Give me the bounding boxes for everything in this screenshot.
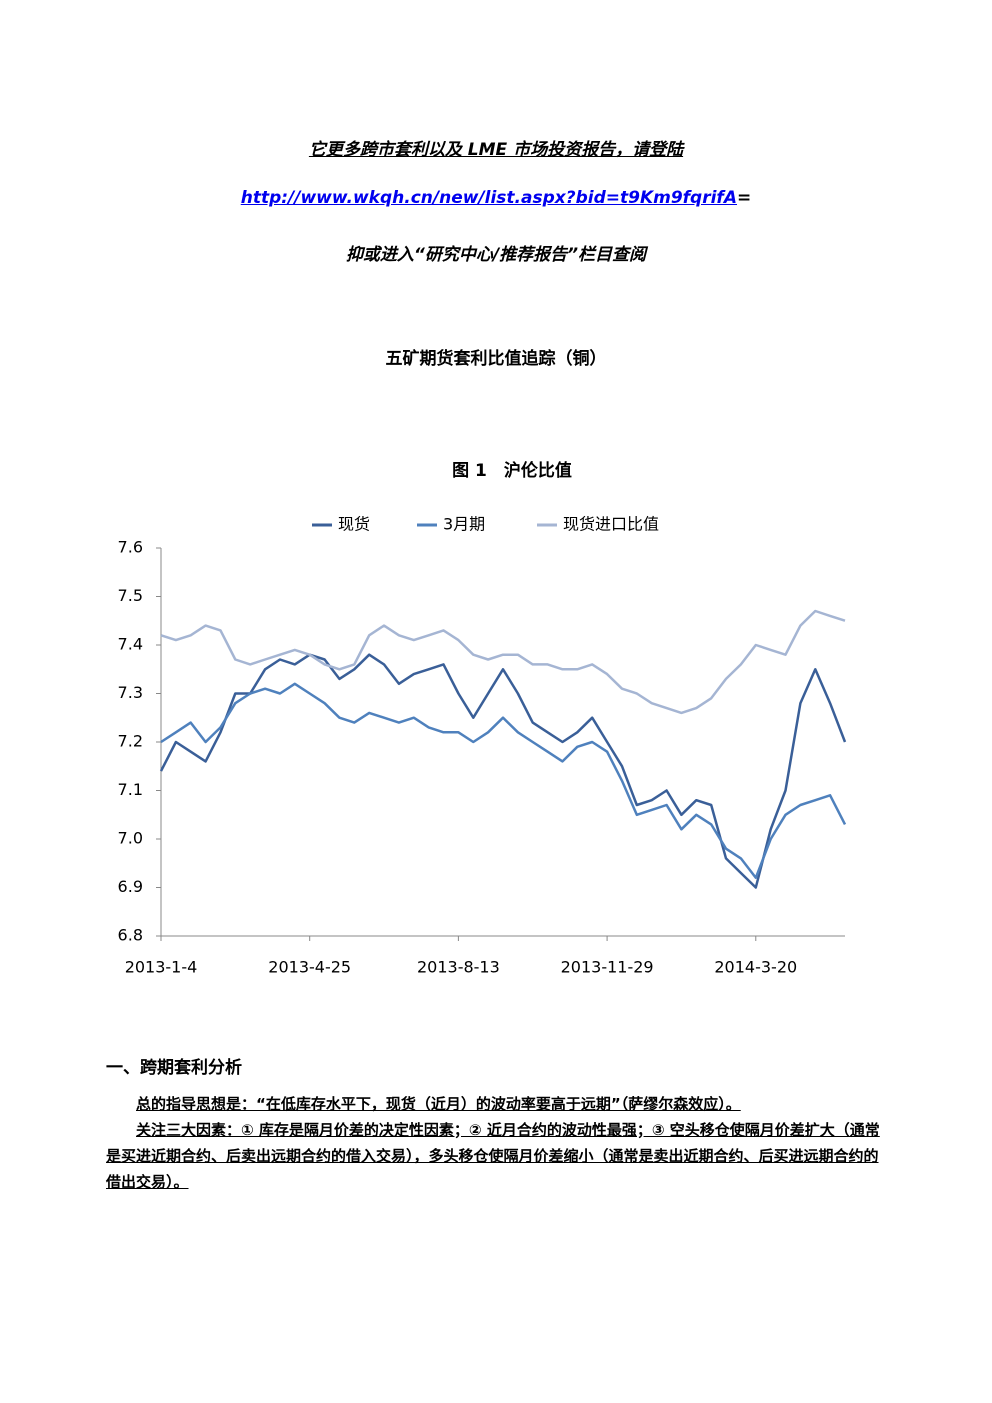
section: 一、跨期套利分析 总的指导思想是：“在低库存水平下，现货（近月）的波动率要高于远… [106, 1055, 888, 1195]
legend-label: 现货 [338, 515, 370, 534]
y-tick-label: 7.5 [118, 586, 143, 605]
series-line [160, 609, 846, 715]
chart-title: 图 1 沪伦比值 [452, 460, 572, 481]
y-tick-label: 7.2 [118, 732, 143, 751]
series-line [160, 682, 847, 880]
y-tick-label: 7.0 [118, 829, 143, 848]
chart: 图 1 沪伦比值 6.8 6.9 7.0 7.1 7.2 7.3 7.4 7.5 7.6 2013… [118, 460, 847, 977]
series-line [159, 653, 847, 889]
legend-label: 现货进口比值 [563, 515, 659, 534]
y-tick-label: 7.6 [118, 538, 143, 557]
y-tick-label: 7.3 [118, 683, 143, 702]
paragraph: 关注三大因素：① 库存是隔月价差的决定性因素；② 近月合约的波动性最强；③ 空头… [106, 1121, 880, 1191]
legend-label: 3月期 [443, 515, 485, 534]
y-tick-label: 7.1 [118, 780, 143, 799]
header-line: 抑或进入“研究中心/推荐报告”栏目查阅 [345, 245, 647, 265]
link-suffix: = [737, 188, 752, 208]
y-tick-label: 7.4 [118, 635, 143, 654]
doc-title: 五矿期货套利比值追踪（铜） [385, 349, 607, 369]
header-link-line: http://www.wkqh.cn/new/list.aspx?bid=t9K… [0, 188, 992, 208]
x-tick-label: 2013-8-13 [417, 958, 500, 977]
y-tick-label: 6.8 [118, 926, 143, 945]
x-tick-label: 2013-1-4 [125, 958, 198, 977]
link[interactable]: http://www.wkqh.cn/new/list.aspx?bid=t9K… [240, 188, 737, 208]
x-tick-label: 2013-11-29 [561, 958, 654, 977]
paragraph: 总的指导思想是：“在低库存水平下，现货（近月）的波动率要高于远期”（萨缪尔森效应… [136, 1095, 741, 1113]
y-tick-label: 6.9 [118, 877, 143, 896]
x-tick-label: 2013-4-25 [268, 958, 351, 977]
x-tick-label: 2014-3-20 [714, 958, 797, 977]
section-heading: 一、跨期套利分析 [106, 1058, 242, 1078]
header-line: 它更多跨市套利以及 LME 市场投资报告，请登陆 [308, 140, 684, 160]
